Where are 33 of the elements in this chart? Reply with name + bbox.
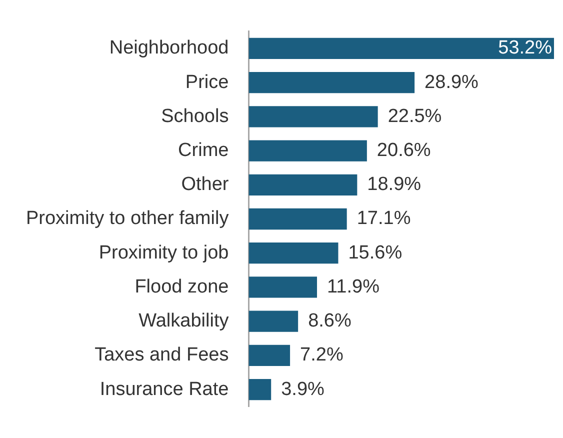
bar: [248, 208, 347, 230]
data-label: 11.9%: [327, 276, 380, 298]
y-tick-label: Schools: [161, 106, 229, 127]
data-label: 22.5%: [388, 106, 442, 127]
bar: [248, 378, 272, 400]
data-label: 18.9%: [367, 174, 422, 196]
bar: [248, 276, 318, 298]
data-label: 15.6%: [348, 242, 402, 264]
y-tick-label: Walkability: [138, 310, 230, 332]
y-tick-label: Insurance Rate: [100, 378, 229, 400]
y-tick-label: Proximity to job: [98, 242, 229, 264]
bar: [248, 242, 338, 264]
bar: [248, 38, 554, 60]
data-label: 3.9%: [281, 378, 325, 400]
data-label: 28.9%: [424, 72, 479, 93]
bar: [248, 310, 298, 332]
y-tick-label: Other: [181, 174, 230, 196]
data-label: 53.2%: [498, 38, 552, 59]
y-tick-label: Neighborhood: [109, 38, 229, 59]
data-label: 7.2%: [300, 344, 344, 366]
data-label: 8.6%: [308, 310, 352, 332]
y-tick-label: Flood zone: [134, 276, 229, 298]
y-tick-label: Price: [185, 72, 229, 93]
bar: [248, 106, 378, 128]
y-tick-label: Taxes and Fees: [94, 344, 229, 366]
bar: [248, 174, 358, 196]
y-tick-label: Crime: [178, 140, 229, 162]
data-label: 20.6%: [376, 140, 431, 162]
bar: [248, 344, 290, 366]
bar: [248, 72, 415, 94]
data-label: 17.1%: [356, 208, 411, 230]
bar: [248, 140, 367, 162]
y-tick-label: Proximity to other family: [26, 208, 230, 230]
